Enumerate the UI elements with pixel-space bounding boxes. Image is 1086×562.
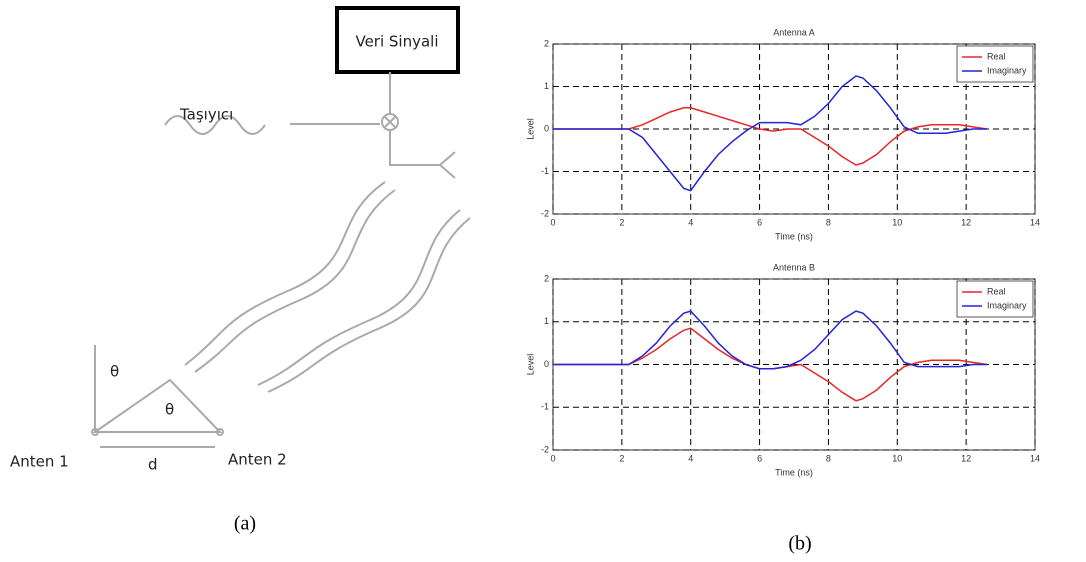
x-tick-label: 2 [619, 453, 624, 463]
x-axis-label: Time (ns) [775, 467, 813, 477]
y-tick-label: 2 [544, 38, 549, 48]
antenna-label: Anten 2 [228, 451, 287, 469]
line-series [553, 75, 987, 192]
x-tick-label: 14 [1030, 453, 1040, 463]
y-tick-label: -1 [541, 166, 549, 176]
y-tick-label: -2 [541, 444, 549, 454]
box-label: Veri Sinyali [355, 33, 438, 51]
chart-title: Antenna B [773, 262, 815, 272]
y-tick-label: -1 [541, 402, 549, 412]
line-series [553, 327, 987, 402]
angle-label: θ [110, 363, 119, 381]
x-tick-label: 10 [892, 217, 902, 227]
y-tick-label: 1 [544, 81, 549, 91]
chart-title: Antenna A [773, 27, 815, 37]
x-tick-label: 8 [826, 217, 831, 227]
wave-path [184, 181, 386, 366]
wire [389, 130, 456, 179]
antenna [216, 428, 224, 436]
x-tick-label: 8 [826, 453, 831, 463]
x-tick-label: 6 [757, 453, 762, 463]
wave-path [267, 217, 471, 393]
y-tick-label: 1 [544, 316, 549, 326]
y-tick-label: -2 [541, 208, 549, 218]
x-tick-label: 12 [961, 453, 971, 463]
distance-label: d [148, 456, 158, 474]
x-tick-label: 2 [619, 217, 624, 227]
caption: (b) [788, 533, 811, 555]
antenna-label: Anten 1 [10, 453, 69, 471]
x-tick-label: 10 [892, 453, 902, 463]
antenna [91, 428, 99, 436]
caption: (a) [234, 513, 256, 535]
legend [956, 45, 1034, 83]
x-tick-label: 6 [757, 217, 762, 227]
y-axis-label: Level [525, 118, 535, 140]
x-tick-label: 4 [688, 217, 693, 227]
y-axis-label: Level [525, 354, 535, 376]
legend [956, 280, 1034, 318]
legend-label: Imaginary [987, 300, 1027, 310]
y-tick-label: 0 [544, 359, 549, 369]
y-tick-label: 2 [544, 273, 549, 283]
x-tick-label: 14 [1030, 217, 1040, 227]
carrier-wave [164, 115, 266, 135]
x-tick-label: 0 [550, 453, 555, 463]
triangle [91, 378, 223, 433]
legend-label: Real [987, 286, 1006, 296]
line-series [553, 107, 987, 166]
legend-label: Real [987, 51, 1006, 61]
x-axis-label: Time (ns) [775, 231, 813, 241]
y-tick-label: 0 [544, 123, 549, 133]
x-tick-label: 0 [550, 217, 555, 227]
x-tick-label: 4 [688, 453, 693, 463]
diagram [91, 6, 471, 448]
carrier-label: Taşıyıcı [179, 106, 233, 124]
line-series [553, 310, 987, 370]
wave-path [257, 209, 461, 386]
legend-label: Imaginary [987, 65, 1027, 75]
mixer-cross [383, 115, 397, 129]
x-tick-label: 12 [961, 217, 971, 227]
wave-path [194, 189, 396, 373]
angle-label: θ [165, 401, 174, 419]
box [335, 6, 460, 74]
